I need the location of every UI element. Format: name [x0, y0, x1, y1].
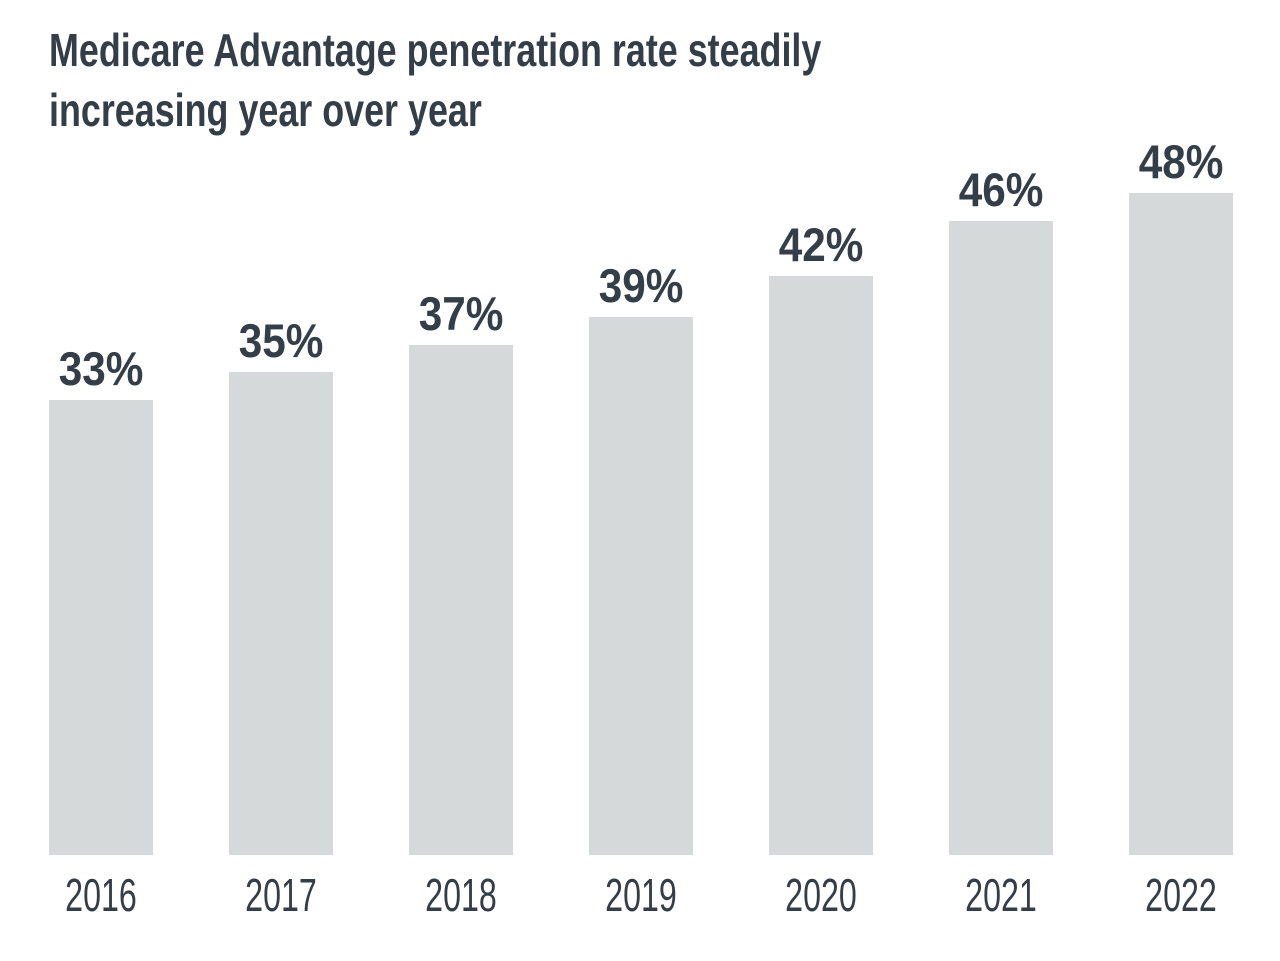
bar-value-label: 37% — [418, 287, 504, 340]
bar — [229, 372, 333, 855]
bar-column: 39% — [589, 262, 693, 855]
bar-value-label: 39% — [598, 259, 684, 312]
bar-value-label: 35% — [238, 314, 324, 367]
bar-value-label: 33% — [58, 342, 144, 395]
x-axis-label: 2021 — [965, 869, 1037, 921]
bar-value-label: 48% — [1138, 135, 1224, 188]
chart-title-line-2: increasing year over year — [49, 84, 482, 136]
bar — [589, 317, 693, 855]
bar — [769, 276, 873, 855]
x-axis-label: 2022 — [1145, 869, 1217, 921]
x-axis-label: 2016 — [65, 869, 137, 921]
x-axis-label: 2018 — [425, 869, 497, 921]
bar — [49, 400, 153, 855]
bar-plot-area: 33% 35% 37% 39% 42% 46% 48% — [49, 115, 1233, 855]
x-axis-label: 2017 — [245, 869, 317, 921]
x-axis: 2016 2017 2018 2019 2020 2021 2022 — [49, 868, 1233, 923]
bar — [409, 345, 513, 855]
bar-column: 48% — [1129, 138, 1233, 855]
bar-column: 33% — [49, 345, 153, 855]
bar-column: 37% — [409, 290, 513, 855]
x-axis-label: 2020 — [785, 869, 857, 921]
bar — [1129, 193, 1233, 855]
bar-value-label: 46% — [958, 163, 1044, 216]
chart-title: Medicare Advantage penetration rate stea… — [49, 20, 821, 140]
bar-column: 46% — [949, 166, 1053, 855]
chart-title-line-1: Medicare Advantage penetration rate stea… — [49, 24, 822, 76]
x-axis-label: 2019 — [605, 869, 677, 921]
bar-value-label: 42% — [778, 218, 864, 271]
bar-column: 42% — [769, 221, 873, 855]
bar-column: 35% — [229, 317, 333, 855]
bar — [949, 221, 1053, 855]
